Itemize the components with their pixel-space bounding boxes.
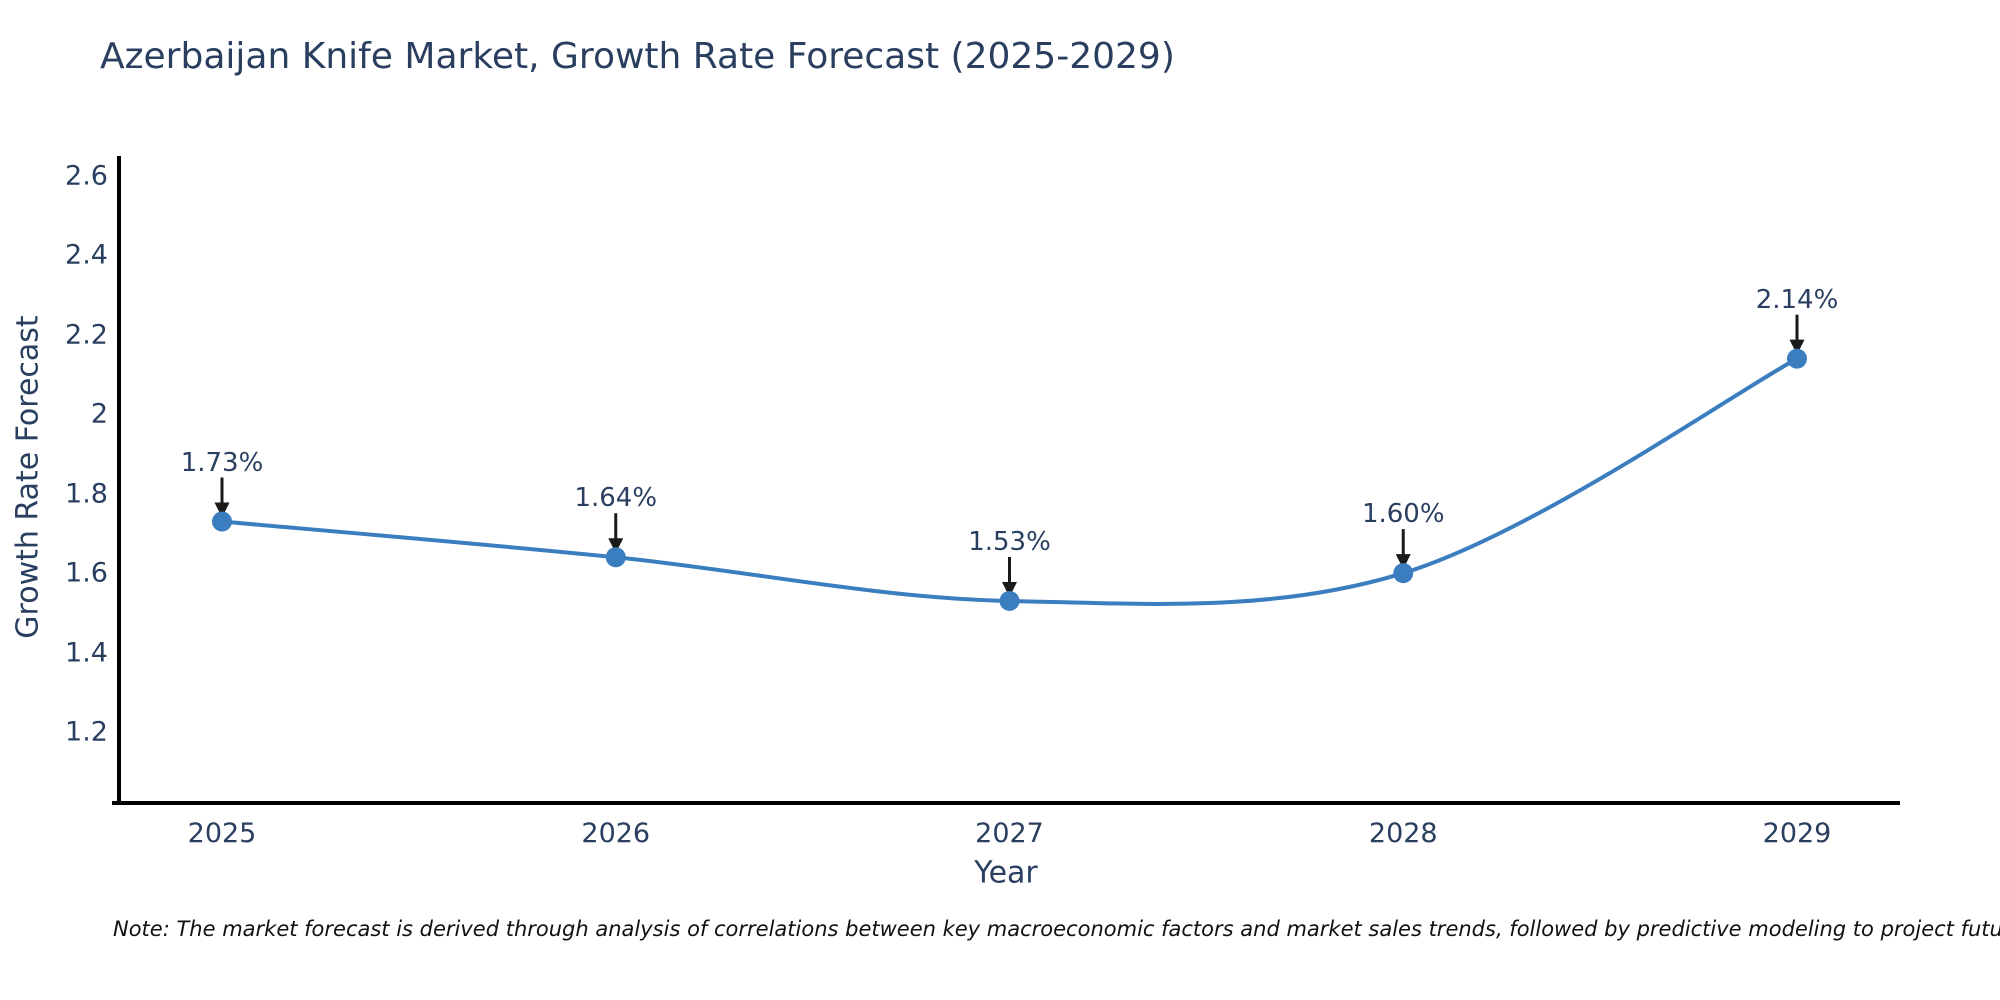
y-tick-label: 2.2 [65,319,108,351]
point-value-label: 1.60% [1361,499,1445,530]
y-tick-label: 1.4 [65,637,108,669]
data-markers [212,348,1807,611]
point-value-label: 1.64% [574,483,658,514]
annotation-arrowhead [1395,554,1411,570]
point-value-label: 1.73% [180,447,264,478]
x-axis-title: Year [974,855,1038,891]
y-tick-label: 1.8 [65,478,108,510]
annotation-arrowhead [1002,581,1017,597]
annotation-arrowhead [1789,339,1805,355]
point-value-label: 1.53% [968,526,1051,557]
x-tick-label: 2027 [975,818,1044,849]
y-tick-label: 1.6 [65,557,108,589]
y-axis-title: Growth Rate Forecast [10,315,46,639]
footnote: Note: The market forecast is derived thr… [113,917,2000,941]
data-point-marker [605,547,626,568]
data-point-marker [212,511,232,532]
chart-title: Azerbaijan Knife Market, Growth Rate For… [100,36,1175,77]
x-tick-label: 2026 [581,818,651,849]
y-tick-label: 2.4 [65,239,108,271]
axis-lines [112,156,1900,805]
data-point-marker [1787,348,1807,369]
y-tick-label: 2.6 [65,160,108,192]
x-tick-label: 2029 [1762,818,1832,849]
annotation-arrowhead [608,538,624,554]
y-tick-label: 2 [90,398,108,430]
annotation-arrowhead [214,502,230,518]
x-tick-label: 2028 [1368,818,1438,849]
point-value-label: 2.14% [1755,284,1839,315]
annotation-arrows [214,314,1805,597]
y-tick-label: 1.2 [65,716,108,748]
data-point-marker [1393,563,1414,584]
x-tick-label: 2025 [187,818,257,849]
data-point-marker [999,590,1020,611]
